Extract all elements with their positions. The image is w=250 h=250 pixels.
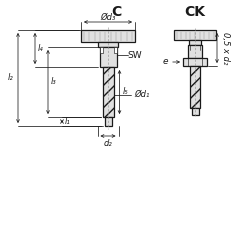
- Text: Ød₃: Ød₃: [100, 12, 116, 22]
- Bar: [190, 66, 200, 108]
- Bar: [189, 40, 201, 45]
- Bar: [183, 58, 207, 66]
- Bar: [81, 30, 135, 42]
- Text: Ød₁: Ød₁: [134, 90, 149, 99]
- Bar: [174, 30, 216, 40]
- Text: CK: CK: [184, 5, 206, 19]
- Bar: [100, 47, 102, 53]
- Text: l₅: l₅: [122, 88, 128, 96]
- Bar: [98, 42, 118, 47]
- Bar: [102, 67, 114, 117]
- Bar: [192, 108, 198, 115]
- Text: l₂: l₂: [8, 74, 14, 82]
- Text: e: e: [162, 58, 168, 66]
- Bar: [100, 47, 116, 67]
- Text: d₂: d₂: [104, 138, 112, 147]
- Text: l₄: l₄: [38, 44, 44, 53]
- Text: C: C: [111, 5, 121, 19]
- Text: l₁: l₁: [65, 117, 71, 126]
- Text: l₃: l₃: [51, 78, 57, 86]
- Bar: [114, 47, 116, 53]
- Bar: [188, 45, 202, 58]
- Bar: [104, 117, 112, 126]
- Text: SW: SW: [127, 50, 142, 59]
- Text: 0,5 x d₂: 0,5 x d₂: [222, 32, 230, 64]
